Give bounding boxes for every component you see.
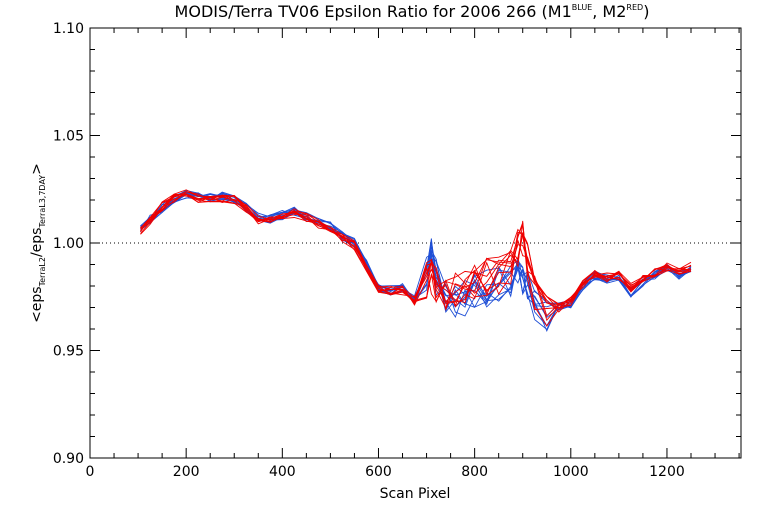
series-m1 xyxy=(140,190,692,333)
x-tick-label: 1000 xyxy=(553,464,589,480)
trace-m1-8 xyxy=(140,192,692,331)
y-tick-label: 1.00 xyxy=(53,236,84,252)
chart-title-mid: , M2 xyxy=(592,2,626,21)
y-axis-title-sub2: TerraL3,7DAY xyxy=(38,175,47,229)
trace-m1-5 xyxy=(140,192,692,306)
x-tick-label: 200 xyxy=(173,464,200,480)
y-tick-label: 0.90 xyxy=(53,451,84,467)
y-tick-label: 1.05 xyxy=(53,129,84,145)
trace-m2-8 xyxy=(140,194,692,306)
y-axis-title-part3: > xyxy=(29,163,45,175)
chart-title-prefix: MODIS/Terra TV06 Epsilon Ratio for 2006 … xyxy=(175,2,572,21)
series-m2 xyxy=(140,189,692,327)
trace-m1-4 xyxy=(140,194,692,327)
trace-m1-9 xyxy=(140,193,692,327)
x-tick-label: 600 xyxy=(365,464,392,480)
x-axis-title: Scan Pixel xyxy=(380,486,451,502)
chart-title-suffix: ) xyxy=(643,2,649,21)
x-tick-label: 800 xyxy=(461,464,488,480)
y-axis-title-part1: <eps xyxy=(29,286,45,323)
trace-m2-6 xyxy=(140,190,692,327)
x-tick-label: 1200 xyxy=(649,464,685,480)
chart-title: MODIS/Terra TV06 Epsilon Ratio for 2006 … xyxy=(175,2,650,21)
chart-title-sup-red: RED xyxy=(626,3,643,12)
trace-m1-10 xyxy=(140,192,692,333)
x-tick-label: 0 xyxy=(86,464,95,480)
x-tick-label: 400 xyxy=(269,464,296,480)
y-tick-label: 1.10 xyxy=(53,21,84,37)
y-axis-title: <epsTerraL2/epsTerraL3,7DAY> xyxy=(29,163,47,323)
trace-m2-10 xyxy=(140,193,692,310)
y-axis-title-part2: /eps xyxy=(29,228,45,258)
y-tick-label: 0.95 xyxy=(53,344,84,360)
y-axis-title-sub1: TerraL2 xyxy=(38,257,47,287)
plot-frame xyxy=(89,27,742,459)
chart-title-sup-blue: BLUE xyxy=(572,3,592,12)
trace-m2-9 xyxy=(140,193,692,309)
